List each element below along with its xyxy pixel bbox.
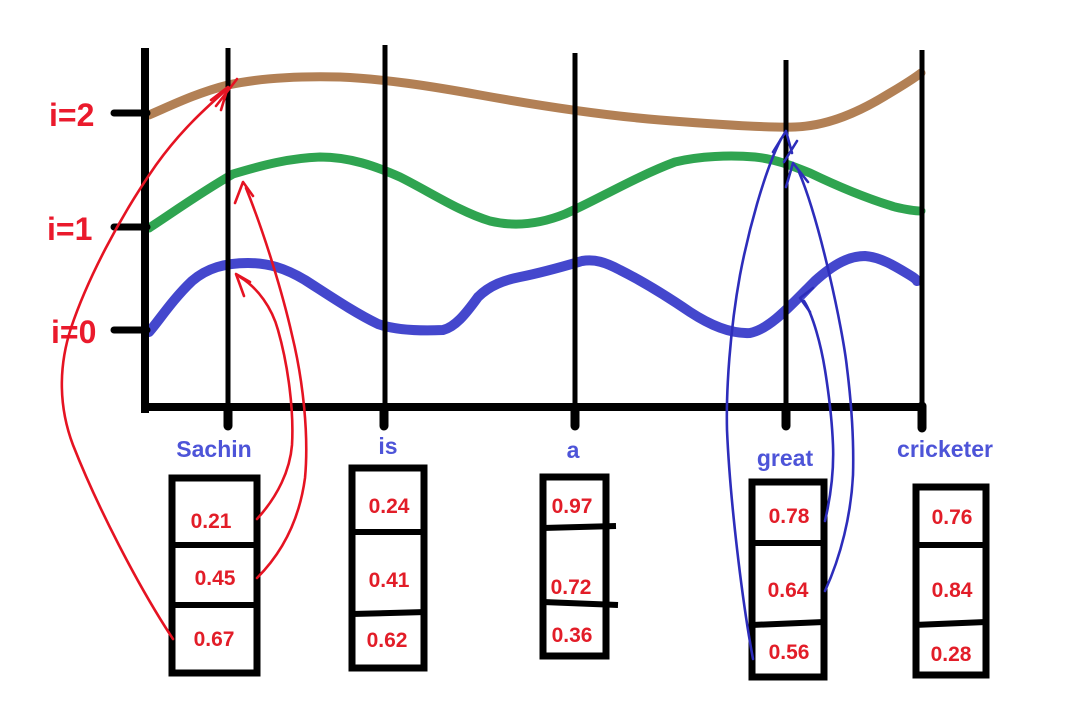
word-guide-lines	[225, 45, 925, 404]
red-arrow-021-to-i0	[238, 275, 294, 521]
y-ticks	[110, 109, 151, 334]
vector-box-is-outline	[348, 464, 428, 672]
vector-box-great	[748, 478, 828, 681]
blue-arrowhead-i2	[771, 129, 799, 164]
value-great-0: 0.78	[769, 505, 810, 528]
value-great-1: 0.64	[768, 579, 809, 602]
curve-i1-green	[144, 151, 926, 233]
value-is-1: 0.41	[369, 569, 410, 592]
red-arrowhead-i0	[234, 272, 252, 298]
value-is-2: 0.62	[367, 629, 408, 652]
word-label-a: a	[567, 437, 580, 463]
curve-i0-blue	[144, 251, 922, 339]
word-label-sachin: Sachin	[176, 436, 251, 462]
vector-box-a-divider-1	[542, 523, 617, 531]
value-great-2: 0.56	[769, 641, 810, 664]
value-is-0: 0.24	[369, 495, 410, 518]
vector-box-great-outline	[748, 478, 828, 681]
axes	[110, 45, 927, 433]
blue-arrowhead-i1	[784, 161, 810, 189]
curve-i2-brown	[144, 68, 926, 132]
vector-box-cricketer-outline	[912, 483, 990, 679]
vector-box-great-divider-2	[751, 619, 825, 628]
blue-arrow-064-to-i1	[797, 170, 855, 593]
red-arrowhead-i2	[209, 77, 239, 112]
blue-arrowhead-i0	[798, 286, 815, 314]
word-label-great: great	[757, 445, 814, 471]
vector-box-sachin-outline	[168, 474, 261, 677]
red-arrow-067-to-i2	[60, 88, 228, 641]
vector-boxes	[168, 464, 990, 681]
value-cricketer-1: 0.84	[932, 579, 973, 602]
vector-box-a	[539, 473, 619, 660]
value-cricketer-2: 0.28	[931, 643, 972, 666]
vector-box-sachin	[168, 474, 261, 677]
red-arrowhead-i1	[233, 180, 255, 205]
x-ticks	[223, 401, 927, 433]
vector-box-is	[348, 464, 428, 672]
value-cricketer-0: 0.76	[932, 506, 973, 529]
row-label-i1: i=1	[47, 211, 92, 247]
vector-box-a-outline	[539, 473, 610, 660]
value-sachin-2: 0.67	[194, 628, 235, 651]
vector-box-a-divider-2	[542, 599, 619, 608]
value-a-1: 0.72	[551, 576, 592, 599]
blue-arrows	[725, 129, 855, 661]
value-a-0: 0.97	[552, 495, 593, 518]
word-label-cricketer: cricketer	[897, 436, 993, 462]
word-label-is: is	[378, 433, 397, 459]
row-labels: i=2 i=1 i=0	[47, 97, 96, 350]
red-arrow-045-to-i1	[244, 186, 308, 580]
blue-arrow-078-to-i0	[802, 299, 835, 523]
vector-box-cricketer	[912, 483, 990, 679]
row-label-i2: i=2	[49, 97, 94, 133]
value-sachin-0: 0.21	[191, 510, 232, 533]
curves	[144, 68, 926, 339]
vector-box-is-divider-2	[351, 609, 427, 617]
value-a-2: 0.36	[552, 624, 593, 647]
red-arrows	[60, 77, 308, 641]
value-sachin-1: 0.45	[195, 567, 236, 590]
word-labels: Sachin is a great cricketer	[176, 433, 993, 471]
blue-arrow-056-to-i2	[725, 137, 783, 661]
vector-values: 0.21 0.45 0.67 0.24 0.41 0.62 0.97 0.72 …	[191, 495, 973, 666]
vector-box-cricketer-divider-2	[913, 619, 987, 628]
